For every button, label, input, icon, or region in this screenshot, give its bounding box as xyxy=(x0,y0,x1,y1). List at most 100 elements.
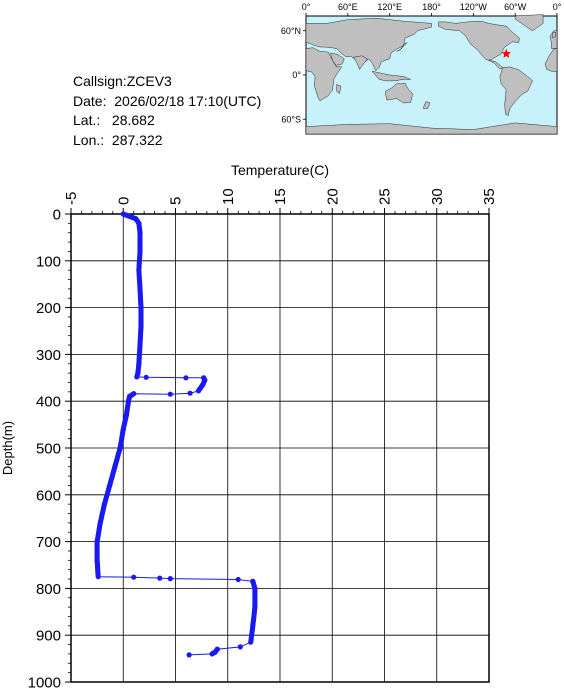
land-arabia xyxy=(330,52,345,66)
map-lon-label: 0° xyxy=(302,2,311,12)
map-ticks xyxy=(303,13,558,120)
data-point xyxy=(138,323,144,329)
y-tick-label: 700 xyxy=(36,534,61,551)
y-tick-label: 600 xyxy=(36,487,61,504)
land-indonesia xyxy=(371,70,411,82)
land-japan xyxy=(396,42,408,52)
data-point xyxy=(250,623,256,629)
date-text: Date: 2026/02/18 17:10(UTC) xyxy=(73,92,262,109)
x-tick-label: 15 xyxy=(272,188,289,205)
data-point xyxy=(252,604,258,610)
x-tick-label: 5 xyxy=(168,197,185,205)
land-uk xyxy=(552,31,556,39)
data-point xyxy=(250,578,256,585)
data-point xyxy=(94,539,100,545)
data-point xyxy=(167,391,173,397)
data-point xyxy=(136,361,142,367)
y-axis-label: Depth(m) xyxy=(0,421,15,475)
data-point xyxy=(137,230,143,236)
y-tick-label: 800 xyxy=(36,581,61,598)
callsign-text: Callsign:ZCEV3 xyxy=(73,73,172,89)
data-point xyxy=(136,220,142,226)
y-tick-label: 900 xyxy=(36,628,61,645)
data-point xyxy=(123,412,129,418)
data-point xyxy=(126,213,133,219)
y-tick-label: 300 xyxy=(36,347,61,364)
x-tick-label: 35 xyxy=(481,188,498,205)
x-tick-label: 10 xyxy=(220,188,237,205)
data-point xyxy=(120,211,126,217)
data-point xyxy=(131,391,137,397)
map-labels: 0° 60°E 120°E 180° 120°W 60°W 0° 60°N 0° 60°S xyxy=(281,2,562,124)
data-point xyxy=(120,426,126,432)
data-point xyxy=(137,342,143,348)
map-lon-label: 120°W xyxy=(460,2,488,12)
plot-frame xyxy=(70,213,490,683)
land-madagascar xyxy=(336,84,342,94)
data-point xyxy=(137,248,143,254)
data-point xyxy=(137,286,143,292)
y-tick-label: 0 xyxy=(53,207,61,224)
data-point xyxy=(183,375,189,381)
x-tick-label: 0 xyxy=(115,197,132,205)
data-point xyxy=(138,305,144,311)
y-tick-labels: 0 100 200 300 400 500 600 700 800 900 1000 xyxy=(28,207,61,690)
land-australia xyxy=(385,82,413,104)
data-point xyxy=(200,382,206,388)
y-tick-label: 400 xyxy=(36,394,61,411)
data-point xyxy=(187,390,193,396)
longitude-text: Lon.: 287.322 xyxy=(73,131,163,148)
map-lon-label: 60°W xyxy=(504,2,527,12)
data-point xyxy=(235,576,241,583)
land-north-america xyxy=(438,20,520,61)
data-point xyxy=(131,574,137,580)
data-point xyxy=(167,576,173,582)
map-lat-label: 60°N xyxy=(281,26,301,36)
map-land xyxy=(305,14,558,135)
data-point xyxy=(157,575,163,581)
data-point xyxy=(237,644,243,650)
land-europe-asia xyxy=(305,17,432,71)
data-point xyxy=(126,393,133,400)
world-map: 0° 60°E 120°E 180° 120°W 60°W 0° 60°N 0° 60°S xyxy=(281,2,562,135)
latitude-text: Lat.: 28.682 xyxy=(73,112,155,128)
land-india xyxy=(353,55,368,70)
x-tick-labels: -5 0 5 10 15 20 25 30 35 xyxy=(63,188,498,205)
data-point xyxy=(125,398,132,404)
data-point xyxy=(252,585,258,592)
y-tick-label: 200 xyxy=(36,300,61,317)
y-tick-label: 1000 xyxy=(28,675,61,690)
land-antarctica xyxy=(305,122,558,135)
data-point xyxy=(143,374,149,380)
data-point xyxy=(134,374,140,380)
land-africa xyxy=(305,47,342,102)
x-tick-label: 25 xyxy=(377,188,394,205)
land-new-zealand xyxy=(422,101,431,110)
station-marker-star xyxy=(501,48,512,58)
data-point xyxy=(209,651,215,657)
data-point xyxy=(95,574,101,580)
data-point xyxy=(117,445,123,451)
data-point xyxy=(195,388,202,394)
land-greenland xyxy=(515,14,544,32)
y-tick-label: 100 xyxy=(36,253,61,270)
data-point xyxy=(107,482,113,488)
x-tick-label: 20 xyxy=(324,188,341,205)
x-axis-label: Temperature(C) xyxy=(231,162,329,178)
data-point xyxy=(101,501,107,507)
data-point xyxy=(97,520,103,526)
data-point xyxy=(133,216,139,222)
data-point xyxy=(248,639,254,645)
data-point xyxy=(136,267,142,273)
data-point xyxy=(112,464,118,470)
map-lon-label: 180° xyxy=(422,2,441,12)
data-point xyxy=(202,377,208,383)
land-africa-west xyxy=(544,48,558,72)
x-tick-label: 30 xyxy=(429,188,446,205)
land-south-america xyxy=(499,66,533,116)
data-point xyxy=(94,557,100,563)
x-tick-label: -5 xyxy=(63,192,80,205)
temperature-series xyxy=(94,211,258,658)
map-lon-label: 60°E xyxy=(338,2,358,12)
y-tick-label: 500 xyxy=(36,441,61,458)
